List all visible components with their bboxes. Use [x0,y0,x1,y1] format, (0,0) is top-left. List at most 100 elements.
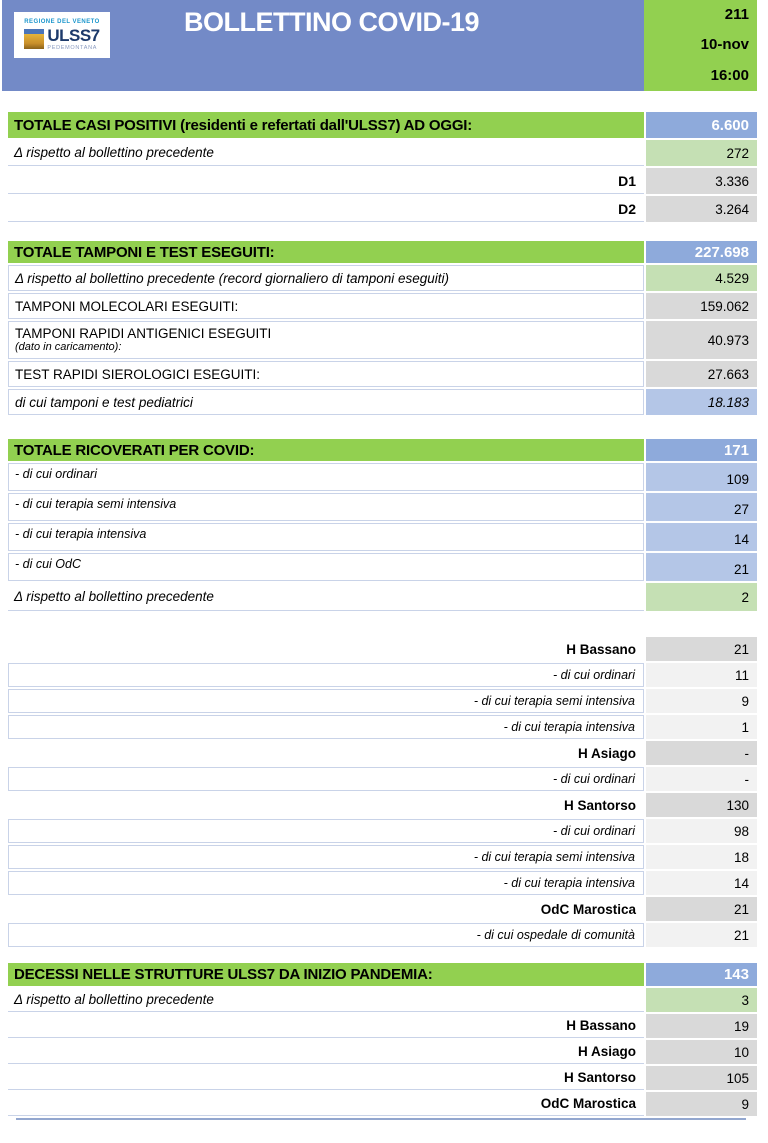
table-row: DECESSI NELLE STRUTTURE ULSS7 DA INIZIO … [8,963,757,986]
row-label: D2 [8,196,644,222]
hospital-row: H Santorso 105 [8,1066,757,1090]
row-value: 109 [646,463,757,491]
bulletin-table: TOTALE CASI POSITIVI (residenti e refert… [8,112,757,1120]
ulss7-logo: REGIONE DEL VENETO ULSS7 PEDEMONTANA [14,12,110,58]
bulletin-number: 211 [724,6,749,23]
row-label: - di cui ordinari [8,819,644,843]
row-label: Δ rispetto al bollettino precedente [8,583,644,611]
row-label: H Bassano [566,641,636,657]
section-total-value: 227.698 [646,241,757,263]
row-value: 159.062 [646,293,757,319]
row-label: - di cui ospedale di comunità [8,923,644,947]
section-tamponi: TOTALE TAMPONI E TEST ESEGUITI: 227.698 … [8,241,757,415]
row-label: di cui tamponi e test pediatrici [8,389,644,415]
table-row: D1 3.336 [8,168,757,194]
table-row: D2 3.264 [8,196,757,222]
row-label: - di cui terapia intensiva [8,715,644,739]
row-value: 21 [646,897,757,921]
row-value: 18 [646,845,757,869]
logo-sub-text: PEDEMONTANA [47,45,98,51]
section-title: DECESSI NELLE STRUTTURE ULSS7 DA INIZIO … [8,963,644,986]
row-value: 10 [646,1040,757,1064]
section-total-value: 6.600 [646,112,757,138]
row-label: H Bassano [8,1014,644,1038]
row-value: 272 [646,140,757,166]
row-value: - [646,741,757,765]
header-band: REGIONE DEL VENETO ULSS7 PEDEMONTANA BOL… [2,0,757,91]
row-label: H Asiago [577,745,636,761]
row-value: 98 [646,819,757,843]
hospital-row: OdC Marostica 9 [8,1092,757,1116]
table-row: - di cui ordinari 98 [8,819,757,843]
delta-row: Δ rispetto al bollettino precedente 3 [8,988,757,1012]
section-casi-positivi: TOTALE CASI POSITIVI (residenti e refert… [8,112,757,222]
section-title: TOTALE CASI POSITIVI (residenti e refert… [8,112,644,138]
row-label: H Santorso [563,797,636,813]
hospital-row: H Bassano 19 [8,1014,757,1038]
table-row: TOTALE RICOVERATI PER COVID: 171 [8,439,757,461]
row-value: 3.336 [646,168,757,194]
row-label: H Santorso [8,1066,644,1090]
row-label: TAMPONI RAPIDI ANTIGENICI ESEGUITI (dato… [8,321,644,359]
table-row: - di cui terapia intensiva 14 [8,871,757,895]
row-label: - di cui terapia intensiva [8,523,644,551]
row-value: 21 [646,553,757,581]
row-label: - di cui terapia semi intensiva [8,689,644,713]
section-decessi: DECESSI NELLE STRUTTURE ULSS7 DA INIZIO … [8,963,757,1116]
row-label: H Asiago [8,1040,644,1064]
row-value: 2 [646,583,757,611]
row-value: 21 [646,637,757,661]
row-value: 3 [646,988,757,1012]
row-label: OdC Marostica [8,1092,644,1116]
delta-row: Δ rispetto al bollettino precedente 2 [8,583,757,611]
table-row: TOTALE TAMPONI E TEST ESEGUITI: 227.698 [8,241,757,263]
row-value: 130 [646,793,757,817]
bulletin-time: 16:00 [710,66,749,84]
row-label: TAMPONI MOLECOLARI ESEGUITI: [8,293,644,319]
section-total-value: 143 [646,963,757,986]
hospital-row: H Asiago - [8,741,757,765]
row-value: 3.264 [646,196,757,222]
row-label-main: TAMPONI RAPIDI ANTIGENICI ESEGUITI [15,326,272,342]
row-value: - [646,767,757,791]
table-row: - di cui ospedale di comunità 21 [8,923,757,947]
section-ospedali: H Bassano 21 - di cui ordinari 11 - di c… [8,637,757,947]
row-value: 21 [646,923,757,947]
row-value: 27.663 [646,361,757,387]
row-value: 14 [646,523,757,551]
delta-row: Δ rispetto al bollettino precedente (rec… [8,265,757,291]
row-label: - di cui ordinari [8,767,644,791]
row-label: Δ rispetto al bollettino precedente (rec… [8,265,644,291]
lion-of-saint-mark-image [24,29,45,49]
row-label: - di cui terapia semi intensiva [8,493,644,521]
row-value: 11 [646,663,757,687]
hospital-row: OdC Marostica 21 [8,897,757,921]
table-row: - di cui terapia semi intensiva 9 [8,689,757,713]
row-label: OdC Marostica [540,901,636,917]
table-row: TAMPONI RAPIDI ANTIGENICI ESEGUITI (dato… [8,321,757,359]
table-row: - di cui ordinari 11 [8,663,757,687]
row-value: 19 [646,1014,757,1038]
row-label: - di cui terapia semi intensiva [8,845,644,869]
row-label: - di cui terapia intensiva [8,871,644,895]
table-row: TAMPONI MOLECOLARI ESEGUITI: 159.062 [8,293,757,319]
table-row: TEST RAPIDI SIEROLOGICI ESEGUITI: 27.663 [8,361,757,387]
table-row: - di cui ordinari - [8,767,757,791]
table-row: - di cui ordinari 109 [8,463,757,491]
row-value: 14 [646,871,757,895]
row-label: - di cui ordinari [8,463,644,491]
logo-org-text: ULSS7 [47,26,100,45]
section-title: TOTALE RICOVERATI PER COVID: [8,439,644,461]
section-total-value: 171 [646,439,757,461]
row-label-note: (dato in caricamento): [15,340,122,353]
page-title: BOLLETTINO COVID-19 [184,7,480,37]
section-title: TOTALE TAMPONI E TEST ESEGUITI: [8,241,644,263]
table-row: - di cui OdC 21 [8,553,757,581]
row-label: TEST RAPIDI SIEROLOGICI ESEGUITI: [8,361,644,387]
logo-text-column: ULSS7 PEDEMONTANA [47,26,100,51]
table-row: di cui tamponi e test pediatrici 18.183 [8,389,757,415]
row-value: 9 [646,689,757,713]
row-value: 105 [646,1066,757,1090]
row-value: 1 [646,715,757,739]
bulletin-info-box: 211 10-nov 16:00 [644,0,757,91]
